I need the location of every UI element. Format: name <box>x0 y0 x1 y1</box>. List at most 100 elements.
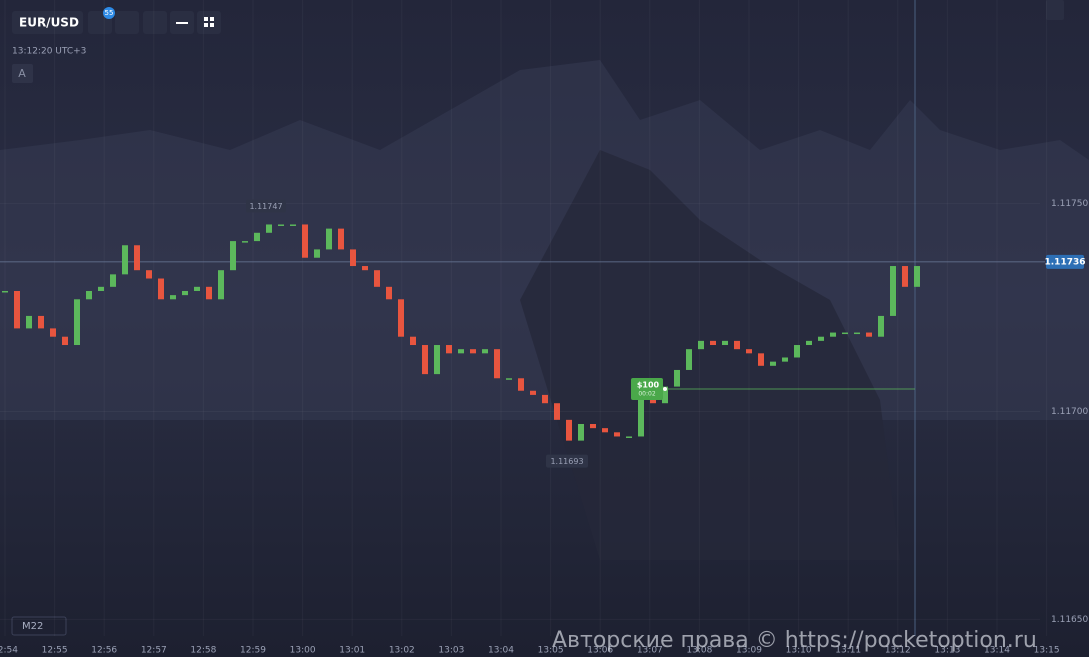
candle <box>866 332 872 337</box>
candle <box>14 290 20 329</box>
candle <box>494 349 500 379</box>
candle <box>518 378 524 391</box>
x-tick-label: 12:55 <box>42 646 68 656</box>
x-tick-label: 13:01 <box>339 646 365 656</box>
settings-button[interactable] <box>115 11 139 34</box>
candle <box>674 369 680 387</box>
candle <box>74 299 80 346</box>
min-label: 1.11693 <box>550 457 583 466</box>
price-tag <box>1046 254 1084 269</box>
candle <box>758 353 764 366</box>
icon <box>204 23 208 27</box>
candle <box>434 345 440 375</box>
symbol: EUR/USD <box>19 16 79 30</box>
a-label: A <box>18 67 26 80</box>
trade-point <box>663 387 667 391</box>
x-tick-label: 13:14 <box>984 646 1010 656</box>
candle <box>902 266 908 287</box>
candle <box>710 340 716 346</box>
candle <box>566 419 572 441</box>
x-tick-label: 13:05 <box>538 646 564 656</box>
timeframe-button[interactable] <box>11 616 67 636</box>
candle <box>806 340 812 346</box>
x-tick-label: 12:59 <box>240 646 266 656</box>
max-tag <box>246 199 286 213</box>
symbol-button[interactable] <box>12 11 83 34</box>
y-tick-label: 1.11700 <box>1051 407 1088 417</box>
candle <box>242 241 248 243</box>
candle <box>98 286 104 291</box>
candle <box>446 345 452 354</box>
min-tag <box>546 454 588 468</box>
candle <box>38 315 44 329</box>
x-tick-label: 13:08 <box>686 646 712 656</box>
candle <box>554 403 560 420</box>
y-tick-label: 1.11750 <box>1051 199 1088 209</box>
candle <box>350 249 356 267</box>
candle <box>182 290 188 296</box>
candle <box>362 266 368 271</box>
candle <box>26 315 32 329</box>
candle <box>170 295 176 300</box>
candle <box>2 290 8 293</box>
icon <box>210 23 214 27</box>
x-tick-label: 12:54 <box>0 646 18 656</box>
candle <box>482 349 488 354</box>
candle <box>794 345 800 358</box>
candle <box>194 286 200 291</box>
candle <box>290 224 296 226</box>
watermark: Авторские права © https://pocketoption.r… <box>552 628 1037 653</box>
x-tick-label: 13:09 <box>736 646 762 656</box>
candle <box>386 286 392 300</box>
candle <box>398 299 404 337</box>
candle <box>374 270 380 287</box>
candle <box>842 332 848 335</box>
candle <box>638 399 644 437</box>
candle <box>746 349 752 354</box>
candle <box>422 345 428 375</box>
x-tick-label: 12:56 <box>91 646 117 656</box>
x-tick-label: 13:03 <box>438 646 464 656</box>
trade-tag <box>631 378 663 400</box>
badge-count: 55 <box>105 9 114 17</box>
candle <box>230 241 236 271</box>
a-button[interactable] <box>12 64 33 83</box>
candle <box>470 349 476 354</box>
candle <box>734 340 740 350</box>
draw-button[interactable] <box>143 11 167 34</box>
candle <box>698 340 704 350</box>
candle <box>878 315 884 337</box>
x-tick-label: 12:58 <box>190 646 216 656</box>
candle <box>338 228 344 250</box>
x-tick-label: 13:13 <box>934 646 960 656</box>
x-tick-label: 13:04 <box>488 646 514 656</box>
candle <box>254 232 260 242</box>
candle <box>782 357 788 362</box>
x-tick-label: 13:11 <box>835 646 861 656</box>
scroll-button[interactable] <box>1046 0 1064 20</box>
candle <box>50 328 56 337</box>
candle <box>722 340 728 346</box>
candle <box>770 361 776 366</box>
candle <box>590 424 596 429</box>
candle <box>890 266 896 316</box>
candle <box>326 228 332 250</box>
x-tick-label: 12:57 <box>141 646 167 656</box>
layout-button[interactable] <box>197 11 221 34</box>
candle <box>830 332 836 337</box>
x-tick-label: 13:02 <box>389 646 415 656</box>
candle <box>650 399 656 404</box>
x-tick-label: 13:10 <box>786 646 812 656</box>
candle <box>686 349 692 370</box>
candle <box>206 286 212 300</box>
candle <box>218 270 224 300</box>
candle <box>158 278 164 300</box>
candle <box>458 349 464 354</box>
candle <box>410 336 416 346</box>
candle <box>62 336 68 346</box>
candle <box>314 249 320 258</box>
timeframe: M22 <box>22 621 43 632</box>
trade-timer: 00:02 <box>638 391 655 398</box>
candle <box>626 436 632 438</box>
